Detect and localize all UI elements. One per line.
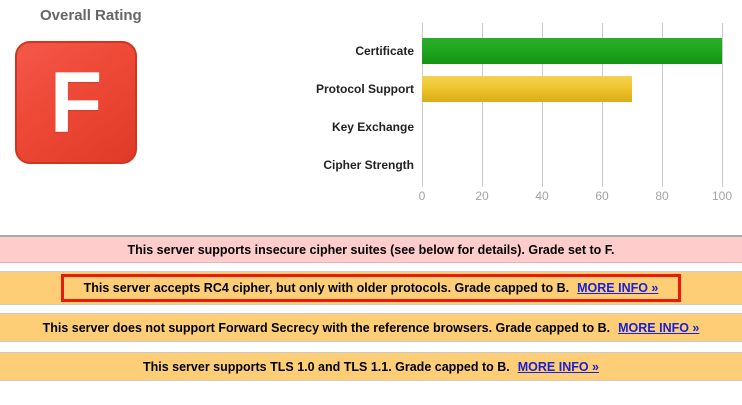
annotation-highlight-box: This server accepts RC4 cipher, but only… xyxy=(60,274,682,302)
x-tick-60: 60 xyxy=(595,189,609,203)
message-banner-insecure-ciphers: This server supports insecure cipher sui… xyxy=(0,235,742,263)
gridline-0 xyxy=(422,23,423,187)
x-tick-40: 40 xyxy=(535,189,549,203)
more-info-link[interactable]: MORE INFO » xyxy=(577,281,659,295)
overall-rating-heading: Overall Rating xyxy=(40,7,142,24)
message-text: This server does not support Forward Sec… xyxy=(42,320,611,335)
category-label-protocol-support: Protocol Support xyxy=(316,82,414,96)
message-banner-forward-secrecy: This server does not support Forward Sec… xyxy=(0,313,742,342)
x-tick-100: 100 xyxy=(711,189,733,203)
x-tick-20: 20 xyxy=(475,189,489,203)
gridline-20 xyxy=(482,23,483,187)
gridline-100 xyxy=(722,23,723,187)
gridline-60 xyxy=(602,23,603,187)
category-label-cipher-strength: Cipher Strength xyxy=(323,158,414,172)
more-info-link[interactable]: MORE INFO » xyxy=(517,359,600,374)
x-tick-80: 80 xyxy=(655,189,669,203)
message-banner-rc4: This server accepts RC4 cipher, but only… xyxy=(0,271,742,305)
message-banner-tls10-11: This server supports TLS 1.0 and TLS 1.1… xyxy=(0,352,742,381)
message-text: This server supports insecure cipher sui… xyxy=(127,242,615,257)
category-label-certificate: Certificate xyxy=(355,44,414,58)
category-label-key-exchange: Key Exchange xyxy=(331,120,414,134)
gridline-80 xyxy=(662,23,663,187)
x-tick-0: 0 xyxy=(418,189,426,203)
protocol-support-bar xyxy=(422,76,632,102)
certificate-bar xyxy=(422,38,722,64)
gridline-40 xyxy=(542,23,543,187)
grade-badge: F xyxy=(15,41,137,164)
message-text: This server accepts RC4 cipher, but only… xyxy=(83,281,570,295)
more-info-link[interactable]: MORE INFO » xyxy=(618,320,700,335)
chart-plot-area xyxy=(422,23,723,187)
message-text: This server supports TLS 1.0 and TLS 1.1… xyxy=(142,359,510,374)
